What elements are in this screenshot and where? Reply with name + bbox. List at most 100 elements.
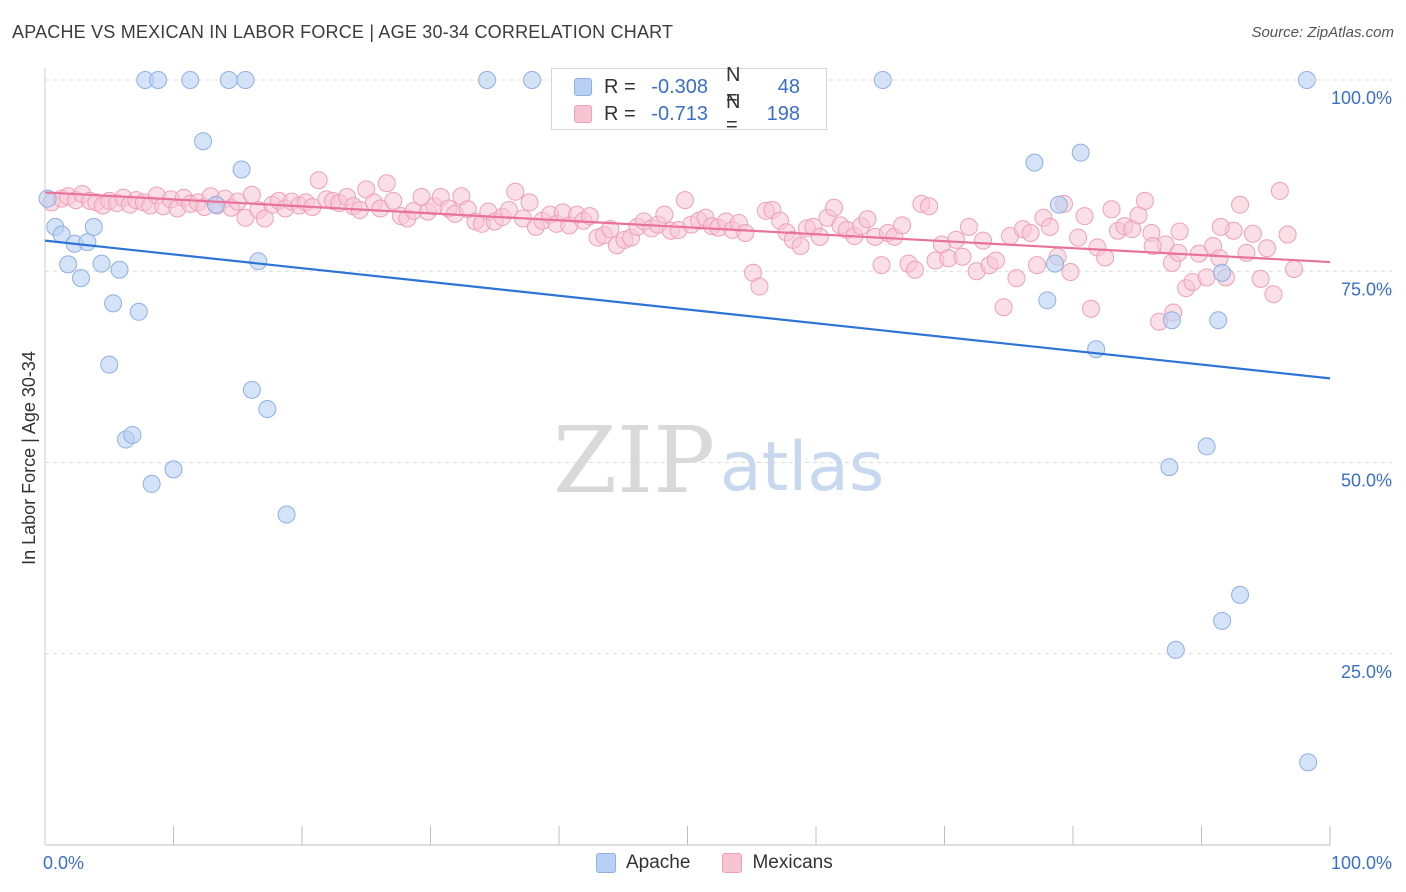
apache-point: [873, 71, 892, 89]
series-legend: Apache Mexicans: [596, 852, 865, 874]
apache-point: [236, 71, 255, 89]
mexicans-point: [675, 191, 694, 210]
mexicans-legend-label: Mexicans: [752, 852, 833, 873]
apache-n-value: 48: [777, 75, 800, 98]
apache-r-value: -0.308: [651, 75, 708, 98]
mexicans-point: [1270, 181, 1289, 200]
mexicans-point: [1061, 263, 1080, 282]
apache-point: [1087, 340, 1106, 359]
mexicans-point: [255, 209, 274, 228]
apache-point: [164, 460, 183, 479]
y-axis-label: In Labor Force | Age 30-34: [19, 351, 39, 565]
axes: [44, 68, 1331, 846]
apache-point: [1160, 458, 1179, 477]
apache-point: [206, 195, 225, 214]
mexicans-point: [1075, 207, 1094, 226]
mexicans-trend-line: [44, 191, 1331, 264]
apache-point: [232, 160, 251, 179]
apache-points: [38, 71, 1318, 772]
mexicans-point: [580, 207, 599, 226]
mexicans-r-value: -0.713: [651, 102, 708, 125]
y-tick-label: 100.0%: [1331, 88, 1392, 108]
legend-row-mexicans: R = -0.713 N = 198: [574, 91, 800, 136]
mexicans-point: [1258, 239, 1277, 258]
mexicans-point: [520, 193, 539, 212]
mexicans-point: [872, 256, 891, 275]
apache-point: [59, 255, 78, 274]
y-tick-label: 25.0%: [1341, 662, 1392, 682]
mexicans-point: [920, 197, 939, 216]
mexicans-point: [1028, 256, 1047, 275]
mexicans-point: [947, 230, 966, 249]
watermark-zip: ZIP: [553, 407, 715, 514]
mexicans-point: [959, 217, 978, 236]
mexicans-point: [506, 182, 525, 201]
apache-point: [194, 132, 213, 151]
apache-point: [478, 71, 497, 89]
mexicans-n-label: N =: [726, 91, 741, 136]
mexicans-point: [1081, 299, 1100, 318]
y-tick-label: 50.0%: [1341, 471, 1392, 491]
mexicans-point: [1231, 195, 1250, 214]
apache-point: [100, 355, 119, 374]
mexicans-n-value: 198: [766, 102, 800, 125]
mexicans-point: [750, 277, 769, 296]
apache-point: [1162, 311, 1181, 330]
apache-point: [38, 189, 57, 208]
apache-r-label: R =: [604, 75, 636, 98]
chart-title: APACHE VS MEXICAN IN LABOR FORCE | AGE 3…: [12, 22, 674, 42]
apache-point: [142, 474, 161, 493]
apache-legend-swatch: [596, 853, 616, 873]
apache-point: [92, 254, 111, 273]
apache-n-label: N =: [726, 64, 741, 109]
mexicans-point: [824, 198, 843, 217]
apache-point: [1166, 640, 1185, 659]
mexicans-point: [905, 260, 924, 279]
mexicans-point: [601, 220, 620, 239]
mexicans-point: [1007, 269, 1026, 288]
mexicans-point: [384, 191, 403, 210]
mexicans-point: [1040, 217, 1059, 236]
mexicans-swatch: [574, 105, 592, 123]
mexicans-point: [1197, 268, 1216, 287]
mexicans-point: [1135, 191, 1154, 210]
apache-point: [1297, 71, 1316, 89]
apache-point: [1213, 263, 1232, 282]
apache-point: [242, 380, 261, 399]
mexicans-point: [810, 227, 829, 246]
legend-item-apache[interactable]: Apache: [596, 852, 690, 874]
apache-point: [1209, 311, 1228, 330]
apache-swatch: [574, 78, 592, 96]
mexicans-point: [953, 247, 972, 266]
mexicans-point: [377, 174, 396, 193]
apache-point: [1231, 585, 1250, 604]
mexicans-point: [655, 205, 674, 224]
mexicans-point: [1021, 224, 1040, 242]
source-label: Source: ZipAtlas.com: [1251, 24, 1394, 41]
apache-point: [1213, 611, 1232, 630]
mexicans-point: [1102, 200, 1121, 219]
apache-point: [78, 233, 97, 252]
watermark: ZIP atlas: [553, 407, 884, 514]
mexicans-point: [893, 216, 912, 235]
watermark-atlas: atlas: [720, 428, 884, 507]
legend-item-mexicans[interactable]: Mexicans: [722, 852, 833, 874]
mexicans-point: [1170, 222, 1189, 241]
mexicans-point: [1278, 225, 1297, 244]
mexicans-point: [986, 251, 1005, 270]
apache-point: [1025, 153, 1044, 172]
apache-point: [129, 302, 148, 321]
apache-point: [1049, 195, 1068, 214]
mexicans-legend-swatch: [722, 853, 743, 873]
apache-point: [149, 71, 168, 89]
apache-point: [110, 260, 129, 279]
mexicans-point: [242, 185, 261, 204]
mexicans-point: [1251, 269, 1270, 288]
apache-point: [249, 252, 268, 271]
mexicans-r-label: R =: [604, 102, 636, 125]
apache-point: [71, 269, 90, 288]
mexicans-points: [42, 171, 1304, 331]
apache-point: [258, 399, 277, 418]
apache-point: [1071, 143, 1090, 162]
